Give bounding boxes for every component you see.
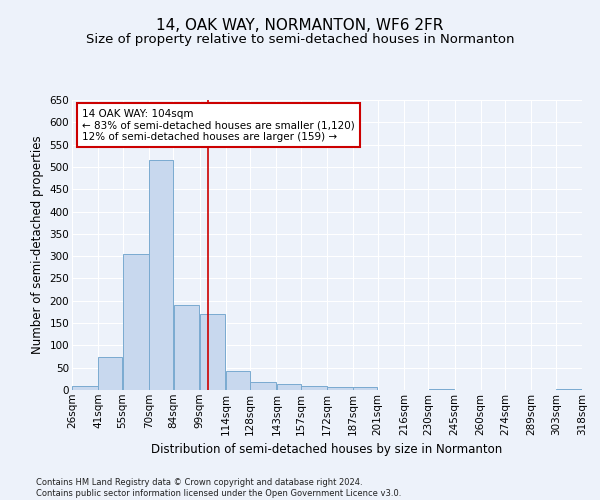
Bar	[327, 387, 353, 390]
Text: 14, OAK WAY, NORMANTON, WF6 2FR: 14, OAK WAY, NORMANTON, WF6 2FR	[157, 18, 443, 32]
X-axis label: Distribution of semi-detached houses by size in Normanton: Distribution of semi-detached houses by …	[151, 443, 503, 456]
Bar	[226, 372, 250, 390]
Bar	[556, 389, 582, 390]
Text: 14 OAK WAY: 104sqm
← 83% of semi-detached houses are smaller (1,120)
12% of semi: 14 OAK WAY: 104sqm ← 83% of semi-detache…	[82, 108, 355, 142]
Bar	[277, 384, 301, 390]
Bar	[98, 356, 122, 390]
Text: Size of property relative to semi-detached houses in Normanton: Size of property relative to semi-detach…	[86, 32, 514, 46]
Bar	[428, 389, 454, 390]
Bar	[123, 254, 149, 390]
Bar	[200, 314, 226, 390]
Bar	[173, 305, 199, 390]
Y-axis label: Number of semi-detached properties: Number of semi-detached properties	[31, 136, 44, 354]
Bar	[250, 382, 276, 390]
Bar	[72, 386, 98, 390]
Text: Contains HM Land Registry data © Crown copyright and database right 2024.
Contai: Contains HM Land Registry data © Crown c…	[36, 478, 401, 498]
Bar	[149, 160, 173, 390]
Bar	[301, 386, 327, 390]
Bar	[353, 388, 377, 390]
